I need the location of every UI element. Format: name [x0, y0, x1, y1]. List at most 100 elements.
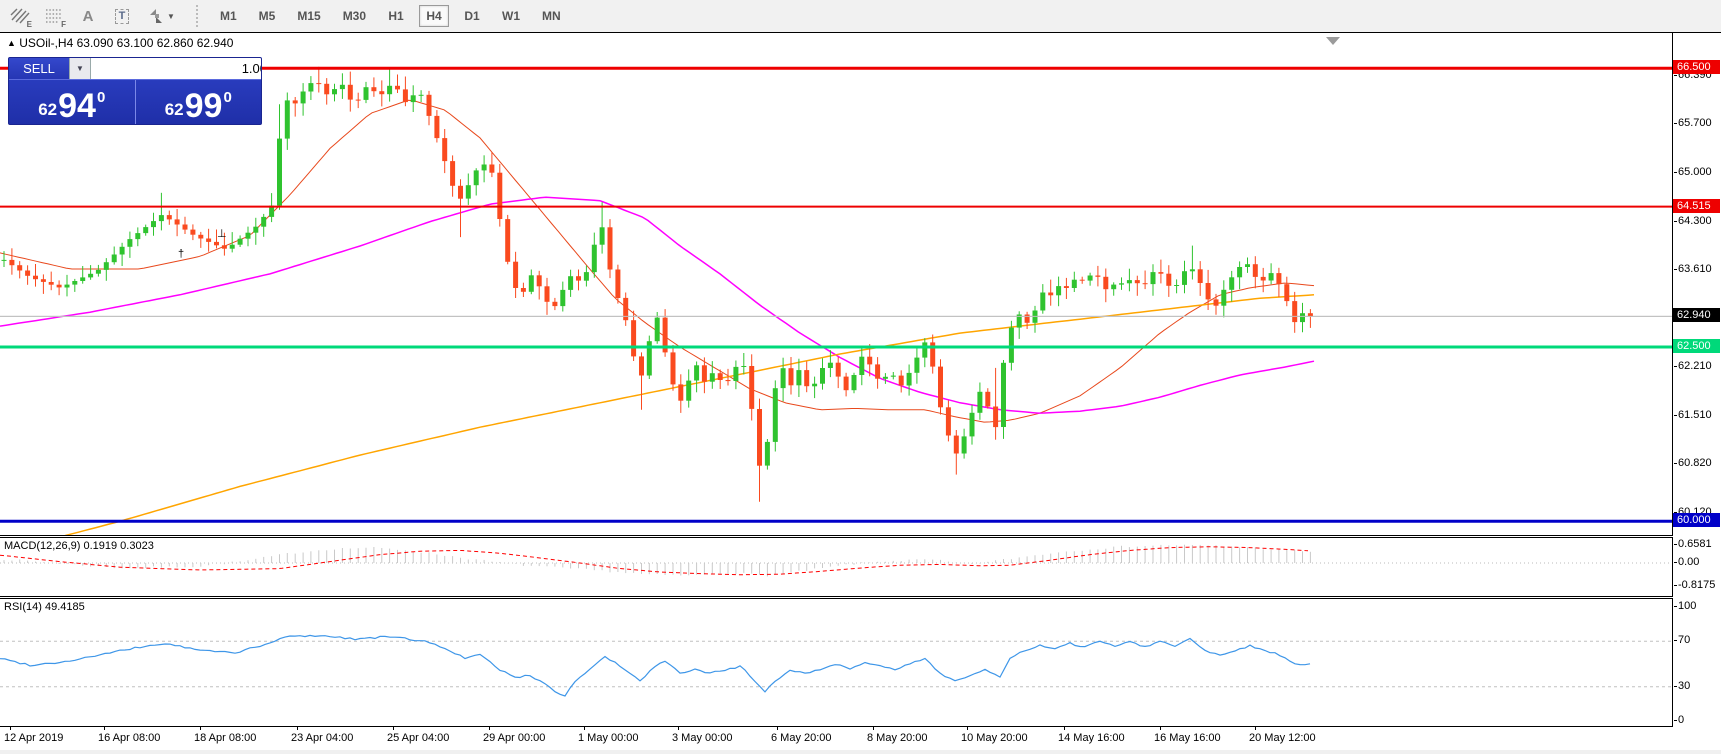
- timeframe-button-MN[interactable]: MN: [542, 9, 561, 23]
- buy-price-sup: 0: [223, 89, 232, 106]
- chart-title: ▲ USOil-,H4 63.090 63.100 62.860 62.940: [7, 36, 233, 50]
- rsi-tick-0: 0: [1673, 714, 1685, 726]
- volume-input[interactable]: [91, 58, 261, 79]
- price-tick-63.610: 63.610: [1674, 262, 1712, 275]
- pane-divider-axis-gap-2: [1673, 596, 1720, 599]
- order-controls-row: SELL ▼ ▲ BUY: [9, 58, 261, 80]
- time-label-8-May-20-00: 8 May 20:00: [867, 732, 928, 744]
- rsi-axis[interactable]: 100 70 30 0: [1673, 599, 1720, 727]
- volume-decrease-button[interactable]: ▼: [69, 58, 91, 79]
- time-label-20-May-12-00: 20 May 12:00: [1249, 732, 1316, 744]
- time-label-16-Apr-08-00: 16 Apr 08:00: [98, 732, 161, 744]
- rsi-tick-100: 100: [1673, 600, 1697, 612]
- buy-price[interactable]: 62 99 0: [136, 80, 262, 125]
- time-tick: [393, 727, 394, 730]
- spinner-down-icon: ▼: [76, 64, 84, 73]
- price-line-badge-60.000: 60.000: [1673, 513, 1720, 528]
- buy-price-prefix: 62: [164, 100, 184, 119]
- buy-price-big: 99: [184, 87, 223, 125]
- symbol-marker-icon: ▲: [7, 38, 16, 48]
- time-tick: [1255, 727, 1256, 730]
- timeframe-button-M30[interactable]: M30: [342, 9, 367, 23]
- price-line-badge-66.500: 66.500: [1673, 60, 1720, 75]
- main-chart-pane[interactable]: † ⊥ ▲ USOil-,H4 63.090 63.100 62.860 62.9…: [0, 33, 1673, 535]
- rsi-tick-70: 70: [1673, 634, 1691, 647]
- text-label-glyph: A: [82, 7, 94, 25]
- macd-pane[interactable]: MACD(12,26,9) 0.1919 0.3023: [0, 538, 1673, 596]
- icon-badge-e: E: [26, 20, 32, 29]
- rsi-tick-30: 30: [1673, 679, 1691, 692]
- fibo-lines-icon[interactable]: F: [40, 3, 68, 29]
- time-label-10-May-20-00: 10 May 20:00: [961, 732, 1028, 744]
- time-tick: [777, 727, 778, 730]
- macd-tick-0.00: 0.00: [1673, 556, 1700, 568]
- price-tick-60.820: 60.820: [1674, 457, 1712, 470]
- timeframe-button-M1[interactable]: M1: [220, 9, 237, 23]
- pane-divider-axis-gap: [1673, 535, 1720, 538]
- time-label-29-Apr-00-00: 29 Apr 00:00: [483, 732, 546, 744]
- icon-badge-f: F: [61, 20, 66, 29]
- ellipse-hatch-icon[interactable]: E: [6, 3, 34, 29]
- sell-button[interactable]: SELL: [9, 58, 69, 79]
- time-label-3-May-00-00: 3 May 00:00: [672, 732, 733, 744]
- arrow-objects-glyph: [150, 9, 163, 23]
- timeframe-button-D1[interactable]: D1: [464, 9, 480, 23]
- candlestick-chart: †⊥: [0, 66, 1672, 535]
- time-label-25-Apr-04-00: 25 Apr 04:00: [387, 732, 450, 744]
- time-axis[interactable]: 12 Apr 2019 16 Apr 08:00 18 Apr 08:00 23 Ap…: [0, 727, 1673, 751]
- ellipse-hatch-glyph: [10, 8, 30, 24]
- svg-text:⊥: ⊥: [217, 228, 227, 240]
- price-tick-65.700: 65.700: [1674, 117, 1712, 129]
- rsi-pane[interactable]: RSI(14) 49.4185: [0, 599, 1673, 727]
- one-click-trading-panel: SELL ▼ ▲ BUY 62 94: [8, 57, 262, 125]
- pane-divider-2[interactable]: [0, 596, 1673, 599]
- ohlc-readout: 63.090 63.100 62.860 62.940: [76, 36, 234, 50]
- text-label-icon[interactable]: A: [74, 3, 102, 29]
- time-label-12-Apr-2019: 12 Apr 2019: [4, 732, 64, 744]
- rsi-label: RSI(14) 49.4185: [4, 601, 85, 613]
- time-tick: [200, 727, 201, 730]
- time-label-1-May-00-00: 1 May 00:00: [578, 732, 639, 744]
- svg-text:†: †: [178, 248, 184, 260]
- time-tick: [104, 727, 105, 730]
- pane-divider[interactable]: [0, 535, 1673, 538]
- time-tick: [678, 727, 679, 730]
- macd-chart: [0, 544, 1672, 577]
- timeframe-button-M15[interactable]: M15: [297, 9, 321, 23]
- time-tick: [584, 727, 585, 730]
- time-tick: [489, 727, 490, 730]
- time-label-18-Apr-08-00: 18 Apr 08:00: [194, 732, 257, 744]
- window-bottom-strip: [0, 750, 1721, 754]
- timeframe-button-H1[interactable]: H1: [388, 9, 404, 23]
- time-tick: [873, 727, 874, 730]
- price-display-row: 62 94 0 62 99 0: [9, 80, 262, 125]
- timeframe-button-M5[interactable]: M5: [258, 9, 276, 23]
- price-line-badge-62.500: 62.500: [1673, 339, 1720, 354]
- text-box-icon[interactable]: T: [108, 3, 136, 29]
- time-tick: [967, 727, 968, 730]
- time-axis-corner: [1673, 727, 1720, 751]
- rsi-chart: [0, 634, 1672, 697]
- sell-price[interactable]: 62 94 0: [9, 80, 136, 125]
- price-axis[interactable]: 66.390 65.700 65.000 64.300 63.610 62.210 61.5…: [1673, 33, 1720, 535]
- price-line-badge-62.940: 62.940: [1673, 308, 1720, 323]
- text-box-glyph: T: [114, 8, 130, 24]
- timeframe-button-H4[interactable]: H4: [419, 5, 450, 27]
- sell-price-prefix: 62: [38, 100, 58, 119]
- sell-button-label: SELL: [23, 61, 55, 76]
- price-line-badge-64.515: 64.515: [1673, 198, 1720, 213]
- price-tick-61.510: 61.510: [1674, 409, 1712, 422]
- time-label-23-Apr-04-00: 23 Apr 04:00: [291, 732, 354, 744]
- time-label-6-May-20-00: 6 May 20:00: [771, 732, 832, 744]
- arrow-objects-icon[interactable]: ▼: [142, 3, 180, 29]
- sell-price-sup: 0: [96, 89, 106, 106]
- timeframe-button-W1[interactable]: W1: [502, 9, 521, 23]
- price-tick-65.000: 65.000: [1674, 165, 1712, 178]
- time-tick: [1160, 727, 1161, 730]
- chart-window: † ⊥ ▲ USOil-,H4 63.090 63.100 62.860 62.9…: [0, 32, 1721, 751]
- macd-axis[interactable]: 0.6581 0.00 -0.8175: [1673, 538, 1720, 596]
- chart-shift-marker[interactable]: [1326, 37, 1340, 45]
- macd-label: MACD(12,26,9) 0.1919 0.3023: [4, 540, 154, 552]
- sell-price-big: 94: [58, 87, 96, 125]
